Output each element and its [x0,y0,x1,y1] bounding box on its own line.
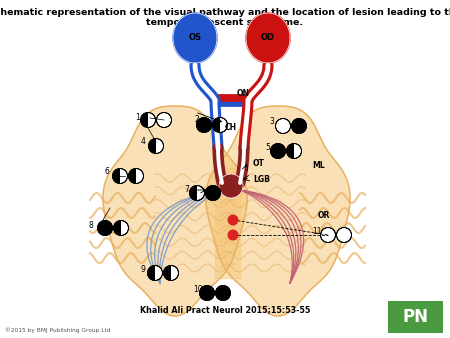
Circle shape [113,220,129,236]
Circle shape [148,139,163,153]
Wedge shape [163,266,171,281]
Text: ML: ML [312,162,324,170]
Text: 9: 9 [140,266,145,274]
Text: Schematic representation of the visual pathway and the location of lesion leadin: Schematic representation of the visual p… [0,8,450,27]
Wedge shape [213,186,220,200]
Text: ©2015 by BMJ Publishing Group Ltd: ©2015 by BMJ Publishing Group Ltd [5,327,111,333]
Text: 3: 3 [270,117,274,125]
Wedge shape [206,186,213,200]
Wedge shape [140,113,148,127]
Circle shape [216,286,230,300]
Wedge shape [189,186,197,200]
Polygon shape [246,13,290,63]
Wedge shape [98,220,105,236]
Circle shape [270,144,285,159]
Wedge shape [148,139,156,153]
Text: 4: 4 [140,138,145,146]
Polygon shape [173,13,217,63]
Circle shape [148,266,162,281]
Text: 2: 2 [194,116,199,124]
Circle shape [197,118,212,132]
Wedge shape [212,118,220,132]
Text: OS: OS [189,33,202,43]
Text: CH: CH [225,123,237,132]
Polygon shape [215,168,240,278]
Text: 10: 10 [193,286,203,294]
Wedge shape [113,220,121,236]
Circle shape [129,169,144,184]
Circle shape [206,186,220,200]
Text: 11: 11 [312,226,322,236]
Wedge shape [105,220,112,236]
Circle shape [320,227,336,242]
Wedge shape [216,286,223,300]
Text: ON: ON [237,89,250,97]
Circle shape [98,220,112,236]
Text: 1: 1 [135,114,140,122]
Wedge shape [129,169,136,184]
Circle shape [337,227,351,242]
Text: 7: 7 [184,185,189,193]
Text: Khalid Ali Pract Neurol 2015;15:53-55: Khalid Ali Pract Neurol 2015;15:53-55 [140,306,310,314]
Wedge shape [148,266,155,281]
Circle shape [287,144,302,159]
Wedge shape [299,119,306,134]
Wedge shape [270,144,278,159]
Circle shape [199,286,215,300]
Text: 8: 8 [89,220,94,230]
Text: 6: 6 [104,168,109,176]
Wedge shape [199,286,207,300]
Wedge shape [223,286,230,300]
Circle shape [228,215,238,225]
Wedge shape [287,144,294,159]
Circle shape [163,266,179,281]
Circle shape [157,113,171,127]
Wedge shape [207,286,215,300]
Circle shape [275,119,291,134]
FancyBboxPatch shape [388,301,443,333]
Wedge shape [278,144,285,159]
Text: 5: 5 [266,143,270,151]
Wedge shape [112,169,120,184]
Circle shape [219,174,243,198]
Circle shape [292,119,306,134]
Wedge shape [204,118,211,132]
Circle shape [212,118,228,132]
Wedge shape [292,119,299,134]
Text: OR: OR [318,212,330,220]
Text: OD: OD [261,33,275,43]
Polygon shape [103,106,247,316]
Circle shape [140,113,156,127]
Wedge shape [197,118,204,132]
Text: OT: OT [253,159,265,168]
Circle shape [112,169,127,184]
Text: PN: PN [402,308,428,326]
Polygon shape [206,106,350,316]
Circle shape [228,230,238,241]
Circle shape [189,186,204,200]
Text: LGB: LGB [253,175,270,185]
